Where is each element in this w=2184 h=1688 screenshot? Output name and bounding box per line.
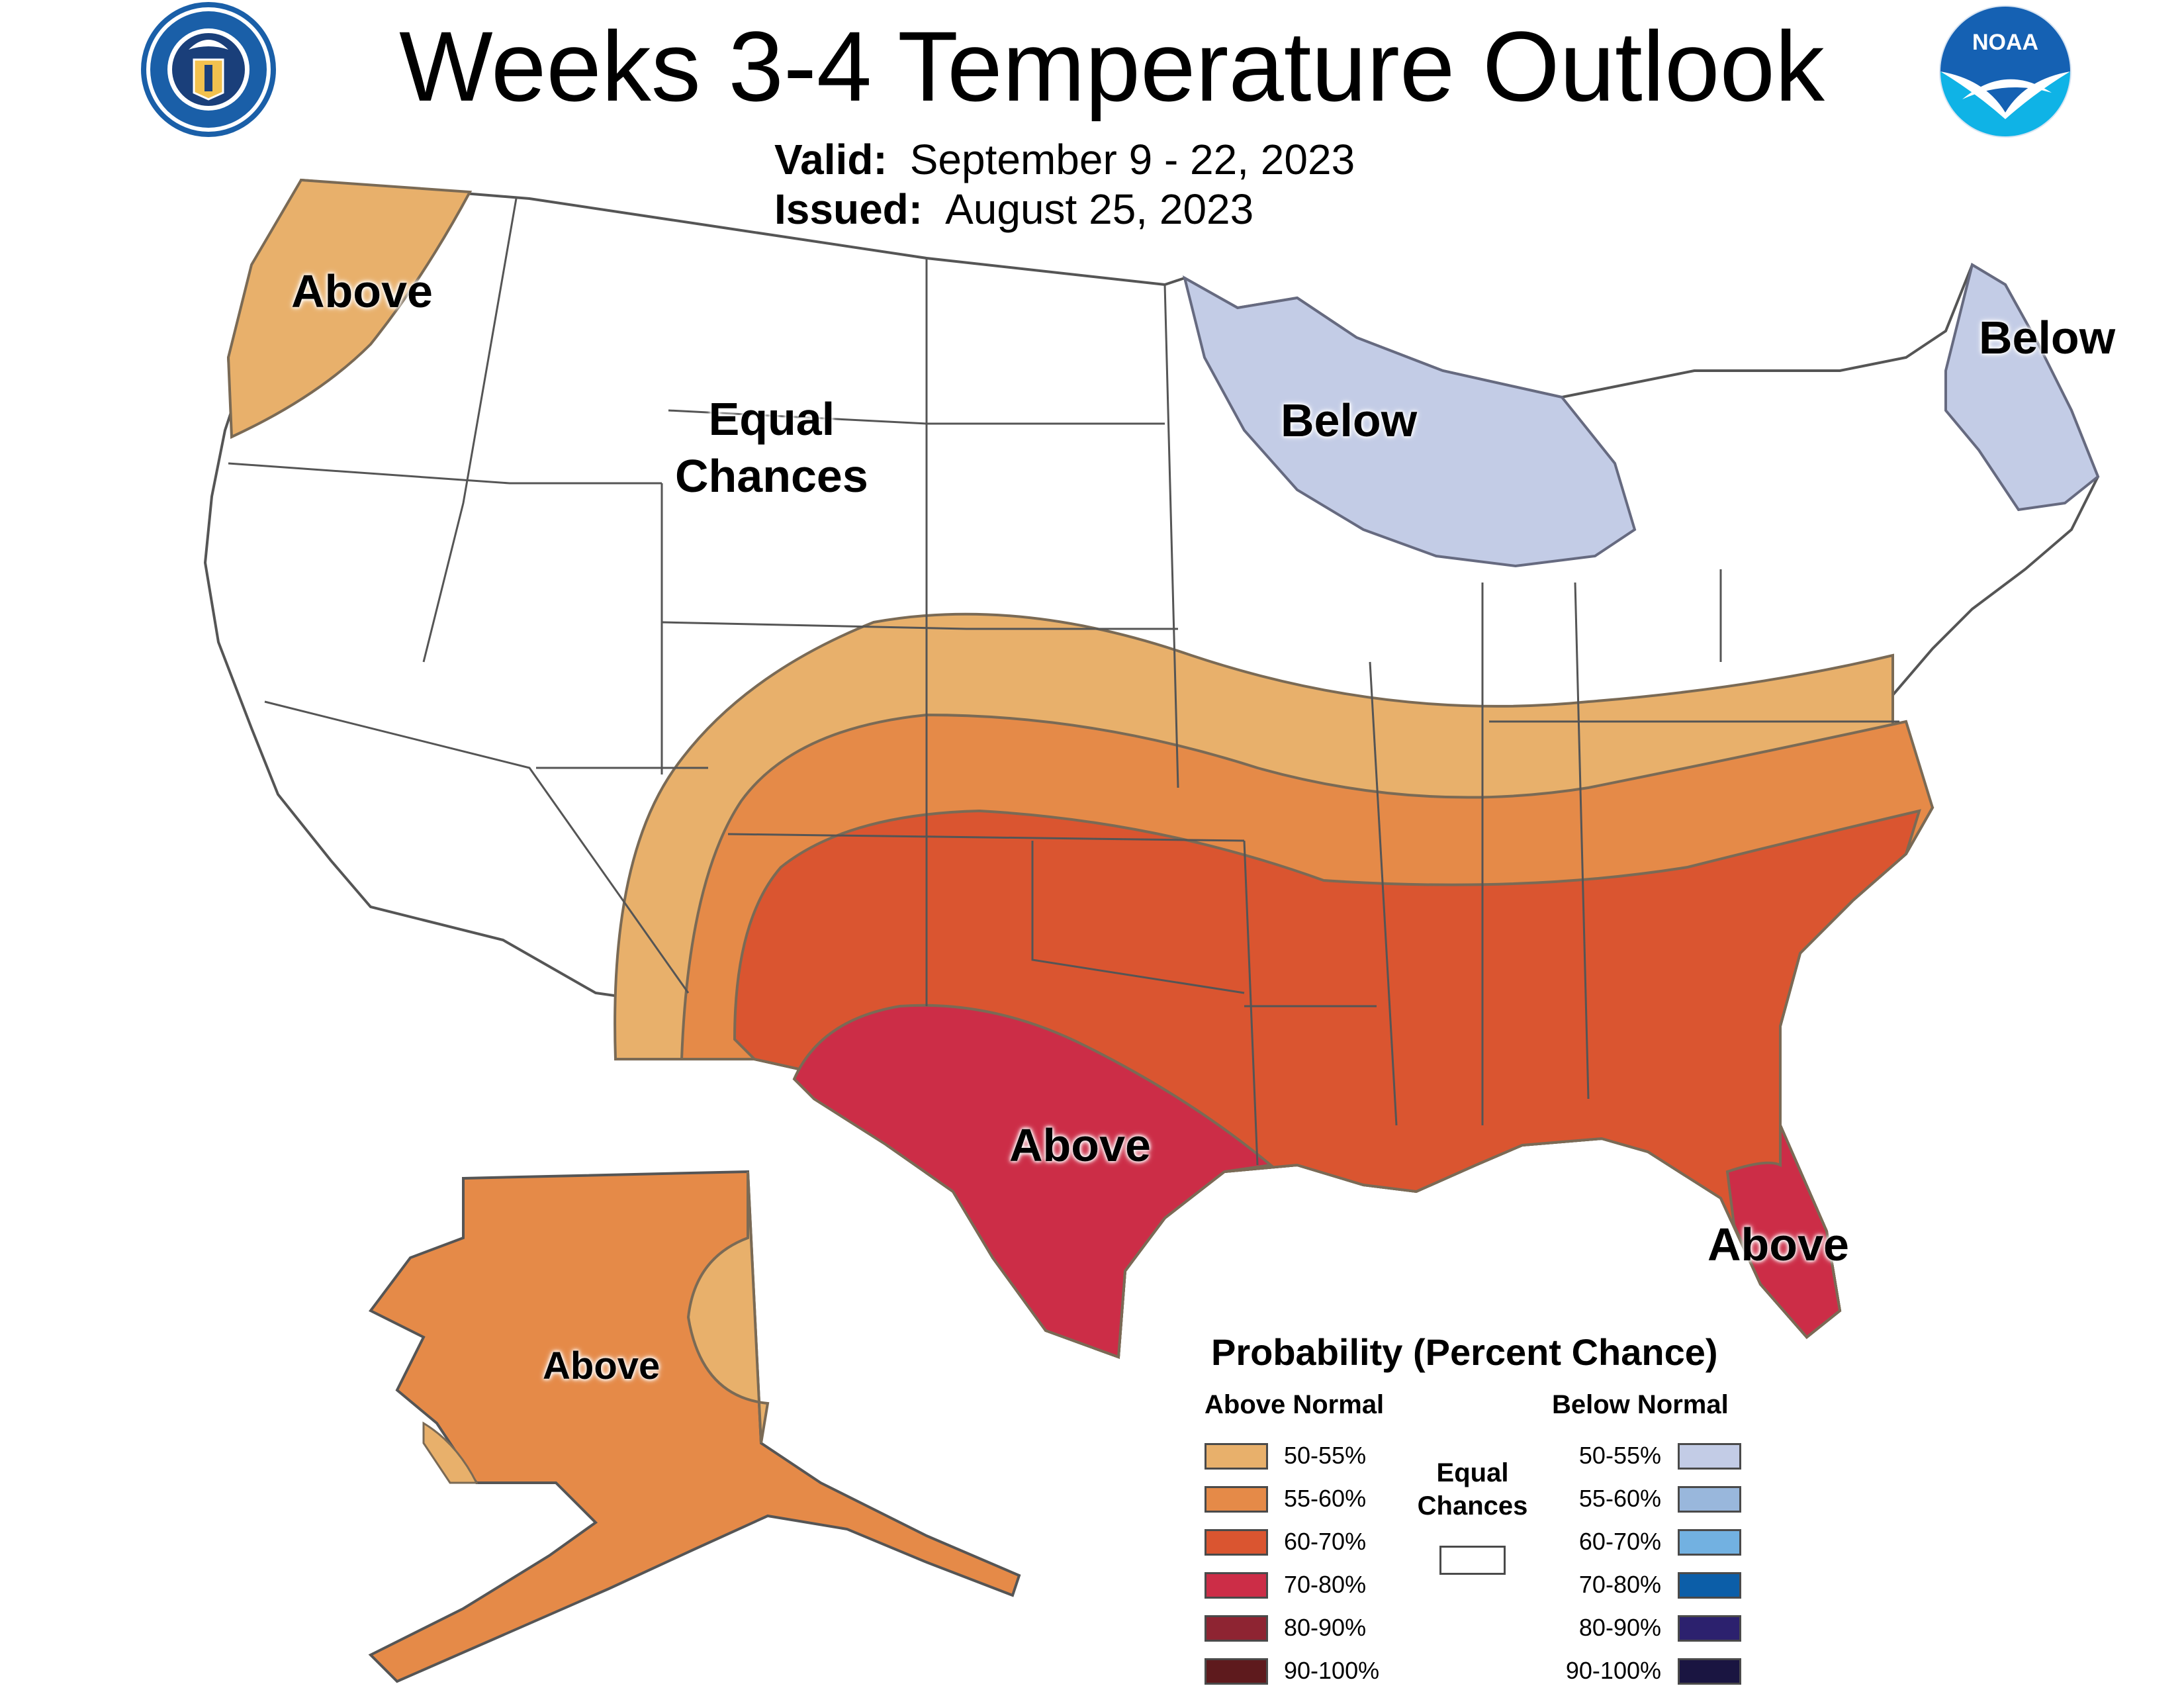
legend-above-label: 60-70% — [1284, 1528, 1367, 1555]
below-maine-region — [1944, 262, 2100, 512]
legend-above-label: 70-80% — [1284, 1571, 1367, 1598]
department-of-commerce-seal-icon — [141, 2, 276, 137]
legend-above-swatch — [1205, 1615, 1268, 1642]
legend-below-label: 70-80% — [1578, 1571, 1661, 1598]
valid-value: September 9 - 22, 2023 — [909, 136, 1355, 183]
legend-equal-chances-swatch — [1439, 1546, 1506, 1575]
legend-above-swatch — [1205, 1529, 1268, 1556]
above-texas-70-80-region — [792, 1004, 1274, 1359]
alaska-west-50-55-region — [422, 1421, 478, 1484]
valid-dates: Valid: September 9 - 22, 2023 — [774, 136, 1355, 183]
valid-label: Valid: — [774, 136, 887, 183]
legend-below-swatch — [1678, 1529, 1741, 1556]
legend-above-label: 90-100% — [1284, 1657, 1380, 1684]
issued-date: Issued: August 25, 2023 — [774, 185, 1253, 233]
legend-below-swatch — [1678, 1486, 1741, 1513]
legend-below-label: 90-100% — [1565, 1657, 1661, 1684]
below-upper-midwest-region — [1182, 275, 1637, 568]
noaa-logo-text: NOAA — [1972, 30, 2038, 55]
legend-below-swatch — [1678, 1572, 1741, 1599]
legend-below-swatch — [1678, 1443, 1741, 1470]
label-pacific-nw: Above — [291, 265, 433, 317]
legend-below-header: Below Normal — [1552, 1390, 1729, 1419]
noaa-logo-icon: NOAA — [1939, 5, 2071, 138]
legend-below-swatch — [1678, 1658, 1741, 1685]
page-title: Weeks 3-4 Temperature Outlook — [399, 11, 1825, 122]
label-maine: Below — [1979, 312, 2116, 363]
legend-below-label: 50-55% — [1578, 1442, 1661, 1469]
legend-below-label: 60-70% — [1578, 1528, 1661, 1555]
legend-above-header: Above Normal — [1205, 1390, 1385, 1419]
legend-below-label: 55-60% — [1578, 1485, 1661, 1512]
alaska-outline — [368, 1170, 1021, 1683]
label-florida: Above — [1707, 1219, 1849, 1270]
issued-label: Issued: — [774, 185, 923, 233]
legend-above-label: 80-90% — [1284, 1614, 1367, 1641]
legend-equal-chances-label: Equal Chances — [1417, 1458, 1528, 1521]
legend-below-label: 80-90% — [1578, 1614, 1661, 1641]
label-texas: Above — [1009, 1119, 1151, 1171]
issued-value: August 25, 2023 — [945, 185, 1254, 233]
legend-above-swatch — [1205, 1658, 1268, 1685]
legend-above-swatch — [1205, 1572, 1268, 1599]
legend-below-swatch — [1678, 1615, 1741, 1642]
label-equal-chances: Equal Chances — [675, 393, 868, 502]
label-alaska: Above — [543, 1344, 660, 1387]
above-florida-70-80-region — [1725, 1125, 1842, 1339]
legend-above-swatch — [1205, 1486, 1268, 1513]
label-upper-midwest: Below — [1281, 395, 1418, 446]
legend-above-swatch — [1205, 1443, 1268, 1470]
state-boundaries — [228, 198, 1899, 1166]
legend-above-label: 55-60% — [1284, 1485, 1367, 1512]
legend-above-label: 50-55% — [1284, 1442, 1367, 1469]
alaska-east-50-55-region — [686, 1171, 770, 1444]
legend-title: Probability (Percent Chance) — [1211, 1331, 1718, 1373]
above-pacific-nw-region — [226, 178, 473, 440]
